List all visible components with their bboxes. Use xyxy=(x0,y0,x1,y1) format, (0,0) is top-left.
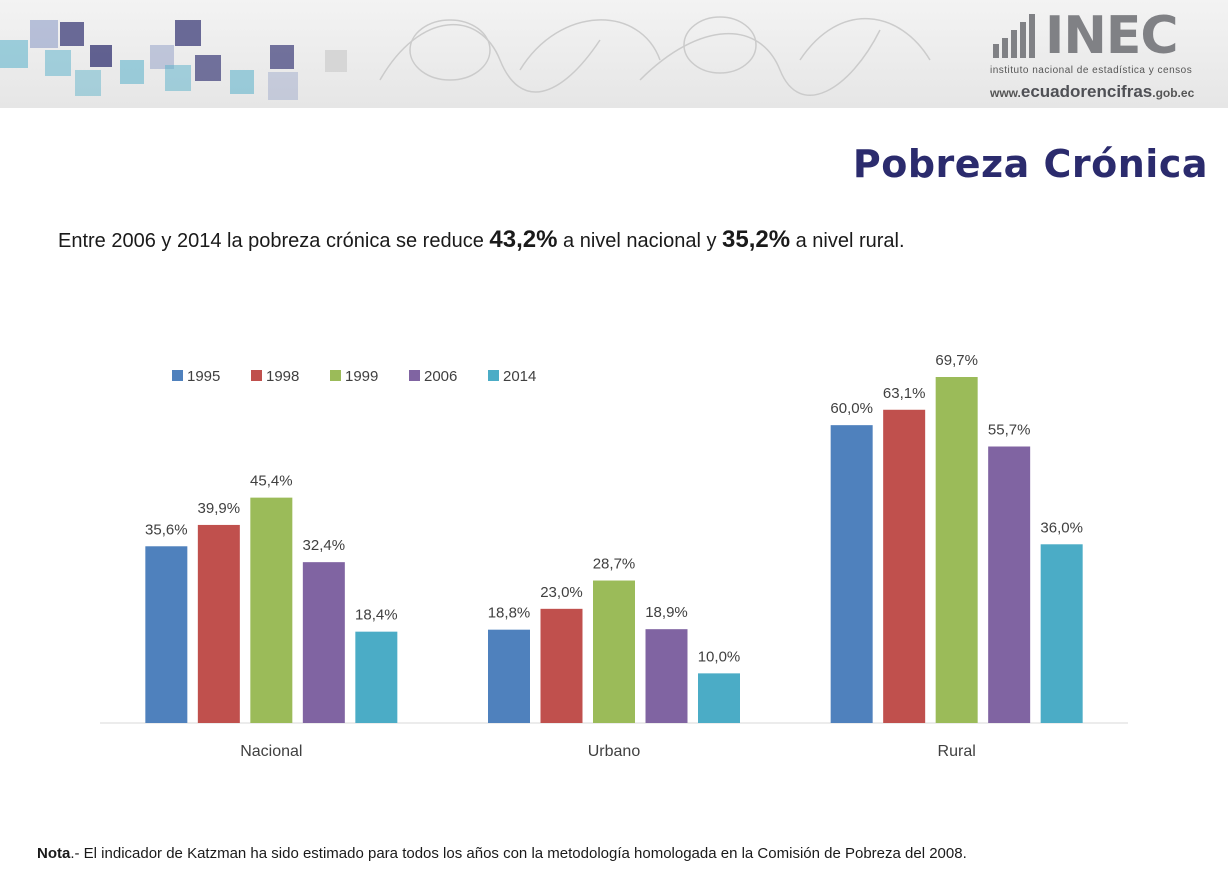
data-label: 39,9% xyxy=(198,500,241,517)
data-label: 60,0% xyxy=(830,400,873,417)
bar xyxy=(988,446,1031,723)
bar xyxy=(488,629,530,723)
legend-swatch xyxy=(330,370,341,381)
legend-swatch xyxy=(488,370,499,381)
data-label: 45,4% xyxy=(250,473,293,490)
data-label: 69,7% xyxy=(935,352,978,369)
legend-label: 1999 xyxy=(345,368,378,385)
legend-swatch xyxy=(251,370,262,381)
legend-label: 1998 xyxy=(266,368,299,385)
x-tick-label: Rural xyxy=(938,743,976,760)
note-text: .- El indicador de Katzman ha sido estim… xyxy=(70,845,967,862)
bar xyxy=(883,409,926,723)
bar xyxy=(593,580,635,723)
bar xyxy=(540,608,583,723)
inec-logo-subtitle: instituto nacional de estadística y cens… xyxy=(990,65,1193,76)
footnote: Nota.- El indicador de Katzman ha sido e… xyxy=(37,845,967,862)
legend-label: 2014 xyxy=(503,368,536,385)
note-label: Nota xyxy=(37,845,71,862)
inec-bars-icon xyxy=(993,14,1035,58)
data-label: 35,6% xyxy=(145,521,188,538)
bar xyxy=(145,546,188,723)
data-label: 55,7% xyxy=(988,421,1031,438)
national-reduction-value: 43,2% xyxy=(489,226,558,253)
website-url: www.ecuadorencifras.gob.ec xyxy=(990,82,1195,101)
bar xyxy=(197,524,240,723)
bar xyxy=(1040,544,1083,723)
bar xyxy=(302,562,345,723)
data-label: 28,7% xyxy=(593,556,636,573)
x-tick-label: Urbano xyxy=(588,743,641,760)
data-label: 18,4% xyxy=(355,607,398,624)
legend-label: 2006 xyxy=(424,368,457,385)
bar xyxy=(250,497,293,723)
data-label: 36,0% xyxy=(1040,519,1083,536)
bar xyxy=(935,377,978,723)
subtitle: Entre 2006 y 2014 la pobreza crónica se … xyxy=(58,226,905,253)
bar xyxy=(645,629,688,723)
data-label: 63,1% xyxy=(883,385,926,402)
data-label: 10,0% xyxy=(698,648,741,665)
bar xyxy=(830,425,873,723)
data-label: 32,4% xyxy=(303,537,346,554)
rural-reduction-value: 35,2% xyxy=(722,226,791,253)
legend-swatch xyxy=(172,370,183,381)
legend-swatch xyxy=(409,370,420,381)
data-label: 18,9% xyxy=(645,604,688,621)
data-label: 23,0% xyxy=(540,584,583,601)
legend-label: 1995 xyxy=(187,368,220,385)
x-tick-label: Nacional xyxy=(240,743,302,760)
inec-logo: INEC xyxy=(1045,6,1179,66)
header-banner: INEC instituto nacional de estadística y… xyxy=(0,0,1228,108)
data-label: 18,8% xyxy=(488,605,531,622)
bar xyxy=(698,673,740,723)
cube-pattern-decoration xyxy=(0,14,1035,100)
bar xyxy=(355,631,398,723)
page-title: Pobreza Crónica xyxy=(852,142,1208,186)
